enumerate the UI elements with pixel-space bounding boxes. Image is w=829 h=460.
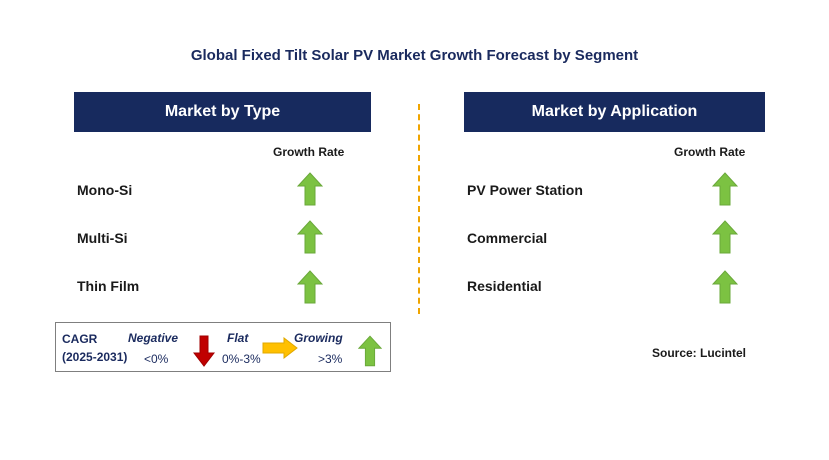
right-arrow-icon <box>262 337 298 359</box>
legend-negative-range: <0% <box>144 352 169 366</box>
legend-flat-range: 0%-3% <box>222 352 261 366</box>
source-label: Source: Lucintel <box>652 346 747 360</box>
application-row-label: Commercial <box>467 230 548 246</box>
legend-negative-label: Negative <box>128 331 179 345</box>
cagr-legend: CAGR (2025-2031) Negative <0% Flat 0%-3%… <box>55 322 391 372</box>
up-arrow-icon <box>358 335 382 367</box>
page-title: Global Fixed Tilt Solar PV Market Growth… <box>190 47 639 64</box>
panel-divider <box>418 104 420 314</box>
application-row-label: Residential <box>467 278 542 294</box>
up-arrow-icon <box>297 270 323 304</box>
application-row-label: PV Power Station <box>467 182 583 198</box>
application-panel-header: Market by Application <box>464 92 765 132</box>
up-arrow-icon <box>712 172 738 206</box>
application-growth-rate-label: Growth Rate <box>674 145 746 159</box>
type-row-label: Multi-Si <box>77 230 128 246</box>
type-row-label: Thin Film <box>77 278 140 294</box>
up-arrow-icon <box>712 220 738 254</box>
up-arrow-icon <box>297 172 323 206</box>
legend-growing-range: >3% <box>318 352 343 366</box>
legend-cagr-label: CAGR <box>62 332 98 346</box>
up-arrow-icon <box>297 220 323 254</box>
down-arrow-icon <box>193 335 215 367</box>
type-growth-rate-label: Growth Rate <box>273 145 345 159</box>
legend-flat-label: Flat <box>227 331 249 345</box>
type-panel-header: Market by Type <box>74 92 371 132</box>
type-row-label: Mono-Si <box>77 182 133 198</box>
legend-period-label: (2025-2031) <box>62 350 128 364</box>
legend-growing-label: Growing <box>294 331 343 345</box>
up-arrow-icon <box>712 270 738 304</box>
